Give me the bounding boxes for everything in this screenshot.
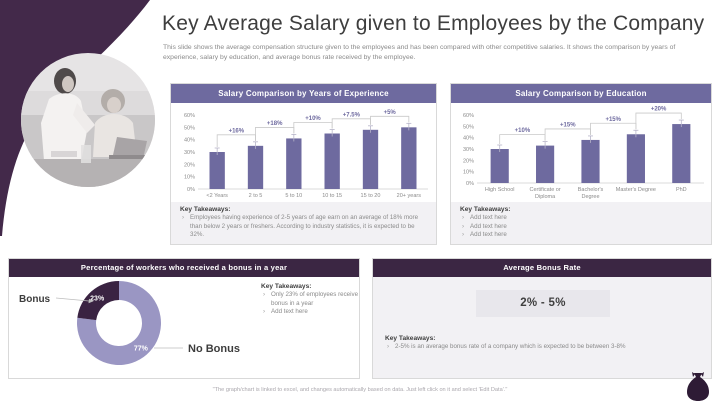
svg-text:77%: 77% <box>134 345 149 352</box>
office-photo-graphic <box>21 53 155 187</box>
svg-text:50%: 50% <box>184 125 195 131</box>
svg-text:30%: 30% <box>184 150 195 156</box>
svg-text:+10%: +10% <box>305 116 321 122</box>
svg-text:+18%: +18% <box>267 121 283 127</box>
svg-text:+10%: +10% <box>515 128 531 134</box>
svg-text:2 to 5: 2 to 5 <box>249 193 263 199</box>
takeaways-list: Add text here Add text here Add text her… <box>460 214 702 240</box>
bonus-rate-value: 2% - 5% <box>476 290 610 317</box>
office-photo <box>21 53 155 187</box>
takeaways-list: Only 23% of employees receive bonus in a… <box>261 291 358 317</box>
svg-text:PhD: PhD <box>676 187 687 193</box>
slide-title: Key Average Salary given to Employees by… <box>162 12 705 35</box>
bonus-share-card: Percentage of workers who received a bon… <box>8 258 360 379</box>
corner-blob-decoration <box>0 0 150 236</box>
svg-text:0%: 0% <box>187 187 195 193</box>
education-chart-card: Salary Comparison by Education 0% 10% 20% 3… <box>450 83 712 245</box>
takeaway-item: Employees having experience of 2-5 years… <box>180 214 427 240</box>
svg-text:10 to 15: 10 to 15 <box>322 193 342 199</box>
svg-text:20+ years: 20+ years <box>397 193 422 199</box>
money-bag-icon <box>687 372 709 401</box>
svg-text:5 to 10: 5 to 10 <box>285 193 302 199</box>
svg-text:+5%: +5% <box>384 110 397 116</box>
takeaway-item: Add text here <box>460 223 702 232</box>
education-takeaways: Key Takeaways: Add text here Add text he… <box>451 202 711 244</box>
svg-text:10%: 10% <box>184 175 195 181</box>
svg-text:15 to 20: 15 to 20 <box>361 193 381 199</box>
takeaway-item: Only 23% of employees receive bonus in a… <box>261 291 358 308</box>
svg-text:Diploma: Diploma <box>535 194 556 200</box>
svg-text:60%: 60% <box>463 113 474 119</box>
svg-text:High School: High School <box>485 187 515 193</box>
svg-text:23%: 23% <box>90 296 105 303</box>
experience-takeaways: Key Takeaways: Employees having experien… <box>171 202 436 244</box>
svg-text:40%: 40% <box>463 136 474 142</box>
bonus-takeaways: Key Takeaways: Only 23% of employees rec… <box>261 283 358 317</box>
svg-text:0%: 0% <box>466 181 474 187</box>
experience-chart-header: Salary Comparison by Years of Experience <box>171 84 436 103</box>
takeaways-title: Key Takeaways: <box>180 206 231 214</box>
takeaway-item: Add text here <box>460 231 702 240</box>
takeaways-title: Key Takeaways: <box>460 206 511 214</box>
svg-text:Certificate or: Certificate or <box>530 187 561 193</box>
bonus-rate-card: Average Bonus Rate 2% - 5% Key Takeaways… <box>372 258 712 379</box>
svg-text:20%: 20% <box>184 162 195 168</box>
slide-subtitle: This slide shows the average compensatio… <box>163 44 676 62</box>
svg-text:50%: 50% <box>463 124 474 130</box>
svg-text:Bachelor's: Bachelor's <box>578 187 604 193</box>
svg-text:60%: 60% <box>184 113 195 119</box>
svg-text:<2 Years: <2 Years <box>206 193 228 199</box>
experience-chart-card: Salary Comparison by Years of Experience… <box>170 83 437 245</box>
svg-text:+7.5%: +7.5% <box>343 112 361 118</box>
svg-text:+15%: +15% <box>605 117 621 123</box>
takeaways-title: Key Takeaways: <box>261 283 312 290</box>
education-chart-header: Salary Comparison by Education <box>451 84 711 103</box>
bonus-share-header: Percentage of workers who received a bon… <box>9 259 359 277</box>
takeaways-list: 2-5% is an average bonus rate of a compa… <box>385 343 700 352</box>
svg-text:+16%: +16% <box>229 128 245 134</box>
svg-text:20%: 20% <box>463 158 474 164</box>
experience-bar-chart: 0% 10% 20% 30% 40% 50% 60% <2 Years 2 to 5 5 to 1… <box>184 110 428 199</box>
svg-text:Bonus: Bonus <box>19 294 51 305</box>
bonus-donut-chart: 23% 77% Bonus No Bonus <box>19 281 240 365</box>
svg-text:30%: 30% <box>463 147 474 153</box>
education-bar-chart: 0% 10% 20% 30% 40% 50% 60% High School Certifica… <box>463 107 704 200</box>
svg-text:No Bonus: No Bonus <box>188 343 240 355</box>
footer-note: "The graph/chart is linked to excel, and… <box>212 387 508 393</box>
svg-text:Degree: Degree <box>581 194 599 200</box>
svg-text:Master's Degree: Master's Degree <box>616 187 656 193</box>
bonus-rate-header: Average Bonus Rate <box>373 259 711 277</box>
takeaway-item: Add text here <box>261 308 358 317</box>
svg-text:+15%: +15% <box>560 122 576 128</box>
svg-text:+20%: +20% <box>651 107 667 113</box>
takeaways-list: Employees having experience of 2-5 years… <box>180 214 427 240</box>
takeaway-item: 2-5% is an average bonus rate of a compa… <box>385 343 700 352</box>
svg-text:10%: 10% <box>463 170 474 176</box>
takeaway-item: Add text here <box>460 214 702 223</box>
rate-takeaways: Key Takeaways: 2-5% is an average bonus … <box>385 335 700 352</box>
takeaways-title: Key Takeaways: <box>385 335 436 342</box>
svg-text:40%: 40% <box>184 138 195 144</box>
